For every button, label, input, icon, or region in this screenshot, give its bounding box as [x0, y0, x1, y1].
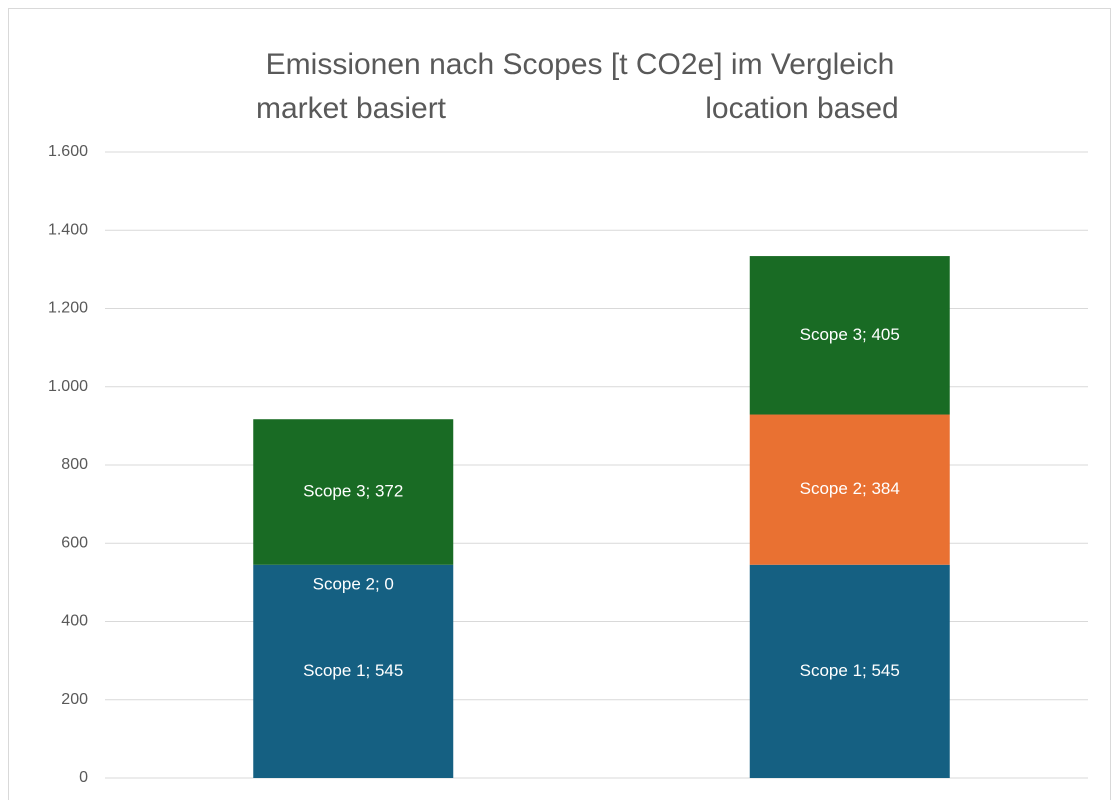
bar-segment [253, 564, 454, 778]
bar-segment [749, 414, 950, 565]
category-label: location based [705, 92, 898, 125]
y-tick-label: 1.000 [48, 378, 88, 395]
y-tick-label: 200 [61, 691, 88, 708]
data-label: Scope 3; 372 [303, 481, 403, 500]
y-tick-label: 400 [61, 613, 88, 630]
bar-segment [253, 419, 454, 565]
chart-title: Emissionen nach Scopes [t CO2e] im Vergl… [266, 48, 895, 81]
y-tick-label: 600 [61, 534, 88, 551]
y-tick-label: 0 [79, 769, 88, 786]
data-label: Scope 2; 384 [800, 479, 900, 498]
category-label: market basiert [256, 92, 447, 125]
data-label: Scope 1; 545 [303, 661, 403, 680]
y-tick-label: 800 [61, 456, 88, 473]
y-tick-label: 1.200 [48, 300, 88, 317]
y-tick-label: 1.400 [48, 221, 88, 238]
data-label: Scope 2; 0 [313, 574, 394, 593]
data-label: Scope 1; 545 [800, 661, 900, 680]
data-label: Scope 3; 405 [800, 325, 900, 344]
y-tick-label: 1.600 [48, 143, 88, 160]
bar-segment [749, 256, 950, 415]
bar-segment [749, 564, 950, 778]
